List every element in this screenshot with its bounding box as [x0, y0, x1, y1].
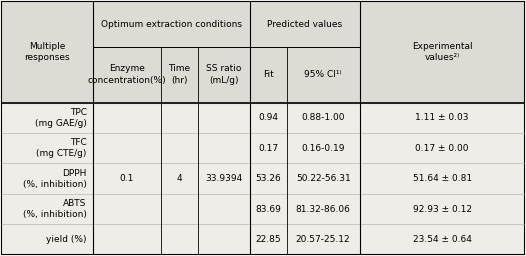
Bar	[2, 1, 524, 103]
Text: 4: 4	[176, 174, 182, 183]
Text: 0.16-0.19: 0.16-0.19	[301, 144, 345, 153]
Text: 0.94: 0.94	[258, 113, 278, 122]
Text: Experimental
values²⁾: Experimental values²⁾	[412, 42, 472, 62]
Text: 53.26: 53.26	[255, 174, 281, 183]
Text: 0.17: 0.17	[258, 144, 278, 153]
Text: 0.17 ± 0.00: 0.17 ± 0.00	[416, 144, 469, 153]
Text: ABTS
(%, inhibition): ABTS (%, inhibition)	[23, 199, 87, 219]
Text: yield (%): yield (%)	[46, 235, 87, 244]
Text: 33.9394: 33.9394	[205, 174, 242, 183]
Text: 95% CI¹⁾: 95% CI¹⁾	[305, 70, 342, 79]
Text: DPPH
(%, inhibition): DPPH (%, inhibition)	[23, 169, 87, 189]
Text: Enzyme
concentration(%): Enzyme concentration(%)	[88, 65, 166, 85]
Text: 22.85: 22.85	[256, 235, 281, 244]
Text: 81.32-86.06: 81.32-86.06	[296, 205, 351, 214]
Text: 50.22-56.31: 50.22-56.31	[296, 174, 350, 183]
Text: 1.11 ± 0.03: 1.11 ± 0.03	[416, 113, 469, 122]
Text: 92.93 ± 0.12: 92.93 ± 0.12	[413, 205, 472, 214]
Text: Optimum extraction conditions: Optimum extraction conditions	[101, 20, 242, 29]
Text: TFC
(mg CTE/g): TFC (mg CTE/g)	[36, 138, 87, 158]
Text: 23.54 ± 0.64: 23.54 ± 0.64	[413, 235, 472, 244]
Text: TPC
(mg GAE/g): TPC (mg GAE/g)	[35, 108, 87, 128]
Text: 51.64 ± 0.81: 51.64 ± 0.81	[412, 174, 472, 183]
Text: 83.69: 83.69	[255, 205, 281, 214]
Text: 0.1: 0.1	[120, 174, 134, 183]
Text: 0.88-1.00: 0.88-1.00	[301, 113, 345, 122]
Text: Predicted values: Predicted values	[267, 20, 342, 29]
Text: Time
(hr): Time (hr)	[168, 65, 190, 85]
Text: 20.57-25.12: 20.57-25.12	[296, 235, 350, 244]
Text: Fit: Fit	[263, 70, 274, 79]
Text: SS ratio
(mL/g): SS ratio (mL/g)	[206, 65, 241, 85]
Text: Multiple
responses: Multiple responses	[24, 42, 70, 62]
